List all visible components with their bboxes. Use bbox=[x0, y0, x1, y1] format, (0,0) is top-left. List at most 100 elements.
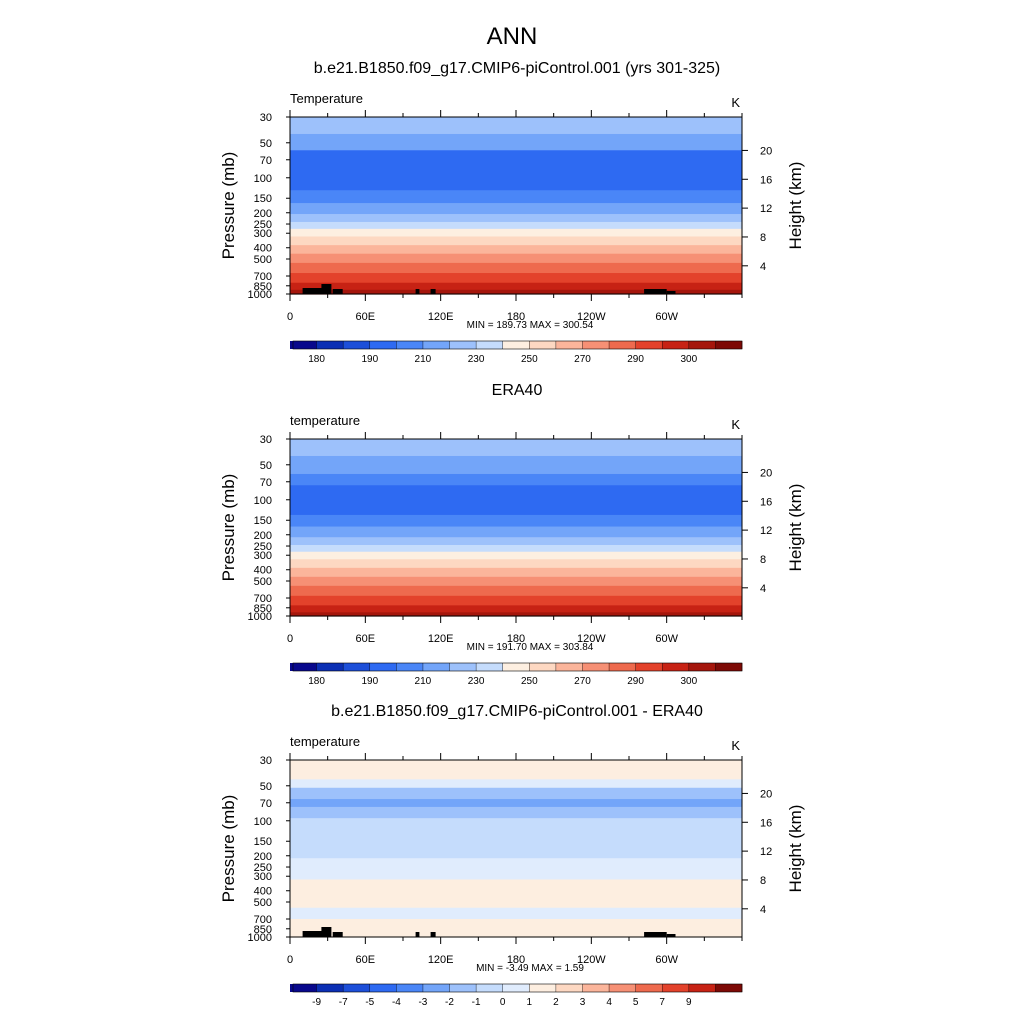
colorbar-swatch bbox=[369, 663, 397, 671]
contour-band bbox=[290, 253, 742, 264]
colorbar-swatch bbox=[635, 341, 663, 349]
contour-band bbox=[290, 567, 742, 578]
colorbar-swatch bbox=[662, 663, 690, 671]
colorbar-label: 290 bbox=[627, 354, 644, 365]
height-tick-label: 4 bbox=[760, 261, 766, 273]
contour-band bbox=[290, 605, 742, 613]
pressure-tick-label: 50 bbox=[260, 138, 272, 150]
colorbar-label: -5 bbox=[365, 997, 374, 1008]
colorbar-swatch bbox=[609, 341, 636, 349]
min-max-text: MIN = 189.73 MAX = 300.54 bbox=[467, 320, 594, 331]
height-ticks: 4 8 12 16 20 bbox=[742, 788, 772, 916]
contour-band bbox=[290, 576, 742, 587]
contour-band bbox=[290, 919, 742, 938]
contour-band bbox=[290, 245, 742, 255]
contour-band bbox=[290, 526, 742, 538]
colorbar-label: 230 bbox=[468, 676, 485, 687]
pressure-tick-label: 850 bbox=[254, 281, 272, 293]
contour-band bbox=[290, 262, 742, 274]
longitude-tick-label: 60E bbox=[356, 633, 376, 645]
pressure-tick-label: 100 bbox=[254, 173, 272, 185]
pressure-axis-label: Pressure (mb) bbox=[219, 795, 238, 903]
colorbar-label: 0 bbox=[500, 997, 506, 1008]
height-tick-label: 12 bbox=[760, 846, 772, 858]
contour-band bbox=[290, 150, 742, 191]
colorbar-label: 210 bbox=[415, 354, 432, 365]
units-label: K bbox=[731, 738, 740, 753]
pressure-tick-label: 300 bbox=[254, 550, 272, 562]
contour-band bbox=[290, 612, 742, 617]
contour-band bbox=[290, 806, 742, 819]
pressure-tick-label: 30 bbox=[260, 112, 272, 124]
contour-band bbox=[290, 485, 742, 516]
panels: b.e21.B1850.f09_g17.CMIP6-piControl.001 … bbox=[219, 60, 805, 1008]
colorbar-swatch bbox=[396, 663, 424, 671]
pressure-tick-label: 70 bbox=[260, 155, 272, 167]
terrain-block bbox=[302, 288, 331, 294]
colorbar-swatch bbox=[715, 663, 743, 671]
pressure-tick-label: 400 bbox=[254, 886, 272, 898]
colorbar-swatch bbox=[582, 341, 610, 349]
height-tick-label: 4 bbox=[760, 583, 766, 595]
longitude-tick-label: 180 bbox=[507, 311, 525, 323]
colorbar-swatch bbox=[422, 984, 450, 992]
colorbar-frame bbox=[292, 662, 743, 672]
colorbar-swatch bbox=[609, 663, 636, 671]
colorbar-swatch bbox=[715, 984, 743, 992]
colorbar-label: 270 bbox=[574, 676, 591, 687]
colorbar-label: 180 bbox=[308, 676, 325, 687]
pressure-tick-label: 150 bbox=[254, 836, 272, 848]
contour-band bbox=[290, 282, 742, 291]
height-tick-label: 20 bbox=[760, 467, 772, 479]
colorbar-label: 250 bbox=[521, 354, 538, 365]
contour-band bbox=[290, 879, 742, 909]
contour-bands bbox=[290, 760, 742, 938]
height-tick-label: 8 bbox=[760, 232, 766, 244]
pressure-tick-label: 50 bbox=[260, 781, 272, 793]
variable-label: temperature bbox=[290, 413, 360, 428]
height-tick-label: 12 bbox=[760, 203, 772, 215]
contour-band bbox=[290, 228, 742, 238]
pressure-tick-label: 100 bbox=[254, 816, 272, 828]
colorbar-swatch bbox=[316, 341, 344, 349]
height-axis-label: Height (km) bbox=[786, 484, 805, 572]
longitude-tick-label: 120W bbox=[577, 633, 606, 645]
colorbar-swatch bbox=[316, 984, 344, 992]
colorbar-swatch bbox=[582, 984, 610, 992]
contour-bands bbox=[290, 117, 742, 295]
pressure-axis-label: Pressure (mb) bbox=[219, 474, 238, 582]
pressure-tick-label: 200 bbox=[254, 851, 272, 863]
units-label: K bbox=[731, 417, 740, 432]
colorbar-label: -2 bbox=[445, 997, 454, 1008]
height-tick-label: 20 bbox=[760, 788, 772, 800]
pressure-tick-label: 150 bbox=[254, 193, 272, 205]
pressure-tick-label: 30 bbox=[260, 434, 272, 446]
colorbar-swatch bbox=[396, 984, 424, 992]
colorbar-swatch bbox=[316, 663, 344, 671]
contour-band bbox=[290, 858, 742, 881]
colorbar-swatch bbox=[688, 984, 716, 992]
colorbar-label: 190 bbox=[361, 676, 378, 687]
longitude-tick-label: 120W bbox=[577, 954, 606, 966]
longitude-tick-label: 180 bbox=[507, 633, 525, 645]
pressure-tick-label: 1000 bbox=[248, 932, 272, 944]
pressure-tick-label: 500 bbox=[254, 254, 272, 266]
contour-band bbox=[290, 273, 742, 284]
colorbar-swatch bbox=[555, 984, 583, 992]
colorbar-swatch bbox=[635, 984, 663, 992]
height-axis-label: Height (km) bbox=[786, 162, 805, 250]
pressure-tick-label: 200 bbox=[254, 208, 272, 220]
contour-band bbox=[290, 133, 742, 151]
min-max-text: MIN = -3.49 MAX = 1.59 bbox=[476, 963, 584, 974]
colorbar-label: 3 bbox=[580, 997, 586, 1008]
panel-1: b.e21.B1850.f09_g17.CMIP6-piControl.001 … bbox=[219, 60, 805, 365]
colorbar-label: 9 bbox=[686, 997, 692, 1008]
height-tick-label: 16 bbox=[760, 817, 772, 829]
colorbar-swatch bbox=[343, 341, 371, 349]
longitude-tick-label: 120W bbox=[577, 311, 606, 323]
colorbar-label: 7 bbox=[659, 997, 665, 1008]
longitude-tick-label: 120E bbox=[428, 633, 454, 645]
colorbar-label: 290 bbox=[627, 676, 644, 687]
